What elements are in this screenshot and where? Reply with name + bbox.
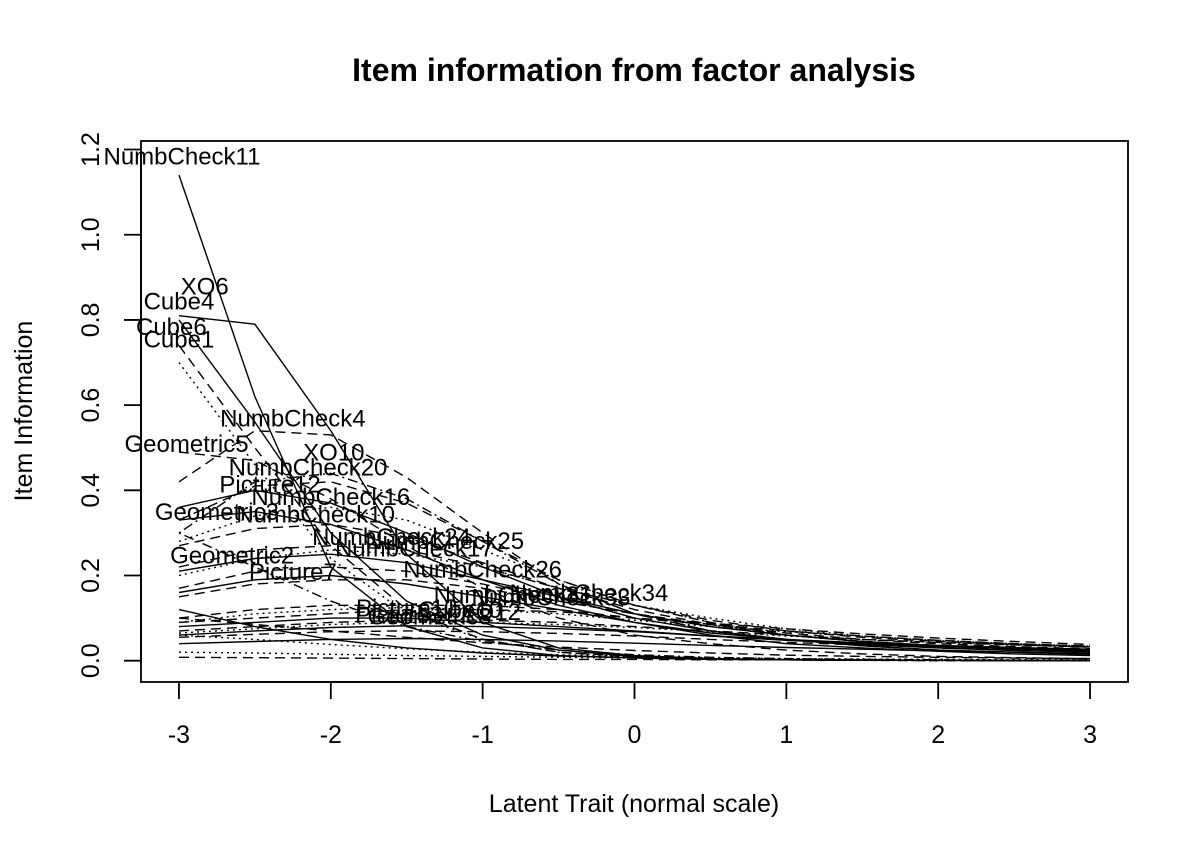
x-tick-label: 1: [779, 721, 793, 749]
y-tick-label: 0.4: [77, 473, 105, 508]
curve-label: NumbCheck24: [312, 524, 471, 551]
curve-label: Picture3: [355, 602, 443, 629]
info-curve: [178, 625, 1091, 650]
y-axis: 0.0 0.2 0.4 0.6 0.8 1.0 1.2: [77, 132, 142, 678]
curve-label: NumbCheck25: [365, 528, 524, 555]
curve-label: NumbCheck11: [104, 143, 261, 170]
curve-label: NumbCheck34: [510, 580, 669, 607]
info-curve: [178, 634, 1090, 661]
curve-label: Cube6: [136, 314, 207, 341]
info-curve: [178, 619, 1091, 648]
info-curve: [178, 574, 1091, 653]
y-tick-label: 0.0: [77, 643, 105, 678]
curve-label: NumbCheck4: [220, 405, 365, 432]
x-tick-label: -3: [168, 721, 190, 749]
x-axis-label: Latent Trait (normal scale): [489, 790, 779, 818]
chart-title: Item information from factor analysis: [352, 52, 916, 88]
curve-label: NumbCheck26: [403, 557, 562, 584]
curve-label: Geometric2: [170, 543, 294, 570]
info-curve: [178, 608, 1091, 646]
info-curve: [178, 617, 1091, 660]
curve-label: Geometric8: [367, 603, 491, 630]
info-curve: [178, 606, 1091, 647]
y-tick-label: 1.2: [77, 132, 105, 167]
info-curve: [178, 566, 1091, 651]
curve-label: Geometric5: [125, 431, 249, 458]
x-tick-label: 3: [1083, 721, 1097, 749]
y-tick-label: 0.8: [77, 303, 105, 338]
curve-label: Picture7: [249, 559, 337, 586]
info-curve: [178, 532, 1090, 661]
x-axis: -3 -2 -1 0 1 2 3: [168, 681, 1097, 749]
curve-label: XO12: [460, 599, 521, 626]
y-tick-label: 1.0: [77, 217, 105, 252]
curve-label: NumbCheck20: [229, 454, 388, 481]
curve-label: Picture12: [219, 471, 320, 498]
x-tick-label: -2: [320, 721, 342, 749]
curve-labels: NumbCheck11XO6Cube4Cube6Cube1NumbCheck4G…: [104, 143, 669, 630]
info-curve: [178, 651, 1090, 661]
info-curve: [178, 451, 1091, 660]
curve-label: Cube4: [144, 288, 215, 315]
curve-label: Picture10: [356, 595, 457, 622]
info-curve: [178, 579, 1091, 650]
curve-label: NumbCheck10: [236, 501, 395, 528]
curve-label: XO6: [181, 273, 229, 300]
y-axis-label: Item Information: [10, 321, 38, 502]
curve-label: NumbCheck31: [434, 582, 593, 609]
curves: [178, 174, 1091, 662]
info-curve: [178, 506, 1091, 651]
info-curve: [178, 630, 1091, 652]
info-curve: [178, 362, 1090, 662]
curve-label: NumbCheck17: [335, 535, 494, 562]
curve-label: NumbCheck16: [251, 484, 410, 511]
curve-label: Geometric3: [155, 499, 279, 526]
y-tick-label: 0.6: [77, 388, 105, 423]
y-tick-label: 0.2: [77, 558, 105, 593]
x-tick-label: 2: [931, 721, 945, 749]
curve-label: Cube10: [418, 597, 502, 624]
curve-label: Cube1: [144, 327, 215, 354]
x-tick-label: 0: [628, 721, 642, 749]
curve-label: NumbCheck33: [472, 584, 631, 611]
x-tick-label: -1: [472, 721, 494, 749]
curve-label: XO10: [303, 439, 364, 466]
